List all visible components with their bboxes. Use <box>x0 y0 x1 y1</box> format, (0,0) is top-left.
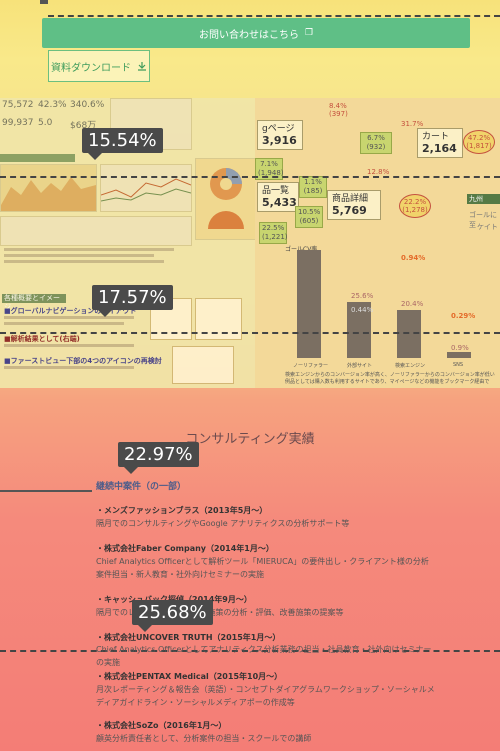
text-line <box>4 322 124 325</box>
scroll-depth-line <box>0 176 500 178</box>
text-line <box>4 248 174 251</box>
download-icon <box>138 62 146 71</box>
case-title: ・株式会社UNCOVER TRUTH（2015年1月～） <box>96 633 281 642</box>
section-title: コンサルティング実績 <box>185 432 315 447</box>
flow-percent: 31.7% <box>401 120 424 128</box>
section-label: 各種概要とイメージ <box>2 294 66 311</box>
bar-sns <box>447 352 471 358</box>
text-line <box>4 366 134 369</box>
scroll-depth-line <box>0 650 500 652</box>
case-title: ・株式会社SoZo（2016年1月～） <box>96 721 227 730</box>
bar-value-label: 0.9% <box>451 344 469 352</box>
right-panel-label: 九州 <box>467 194 500 204</box>
case-title: ・株式会社Faber Company（2014年1月～） <box>96 544 274 553</box>
bar-category: SNS <box>453 362 464 368</box>
bar-value-label: 0.94% <box>401 254 426 262</box>
area-chart-thumbnail <box>0 164 97 212</box>
flow-percent: 12.8% <box>367 168 390 176</box>
bar-category: 外部サイト <box>347 363 373 369</box>
case-title: ・株式会社PENTAX Medical（2015年10月～） <box>96 672 283 681</box>
line-chart-thumbnail <box>100 164 192 212</box>
bar-value-label: 0.44% <box>351 306 374 314</box>
funnel-node: gページ 3,916 <box>257 120 303 150</box>
kpi-value: 99,937 <box>2 118 34 128</box>
text-line <box>4 260 164 263</box>
text-line <box>4 316 134 319</box>
right-panel-label: ゴールに至 <box>469 211 497 229</box>
flow-subvalue: (397) <box>329 110 348 118</box>
bar-noreferrer <box>297 250 321 358</box>
bullet-item: ■グローバルナビゲーションのレイアウト <box>4 307 137 315</box>
text-line <box>4 344 134 347</box>
section-subtitle: 継続中案件（の一部） <box>96 482 187 492</box>
funnel-node: カート 2,164 <box>417 128 463 158</box>
funnel-node: 品一覧 5,433 <box>257 182 299 212</box>
screenshot-thumbnail <box>172 346 234 384</box>
scroll-depth-line <box>0 490 92 492</box>
case-desc: 顧英分析責任者として、分析案件の担当・スクールでの講師 <box>96 734 312 743</box>
kpi-value: $68万 <box>70 121 97 131</box>
funnel-flow-diagram: 8.4% (397) 31.7% gページ 3,916 6.7% (932) カート… <box>255 98 500 388</box>
contact-button-label: お問い合わせはこちら <box>198 29 299 41</box>
flow-percent: 8.4% <box>329 102 347 110</box>
flow-percent-box: 22.5% (1,221) <box>259 222 288 244</box>
flow-percent-box: 1.1% (185) <box>299 176 327 198</box>
download-button-label: 資料ダウンロード <box>51 62 131 74</box>
scroll-depth-line <box>0 332 500 334</box>
case-desc: Chief Analytics Officerとして解析ツール「MIERUCA」… <box>96 557 429 579</box>
external-window-icon: ❐ <box>304 28 314 38</box>
flow-percent-box: 10.5% (605) <box>295 206 323 228</box>
bullet-item: ■解析結果として(右端) <box>4 335 80 343</box>
pie-chart-thumbnail <box>195 158 255 240</box>
funnel-node: 商品詳細 5,769 <box>327 190 381 220</box>
right-panel-label: ケイト <box>477 223 498 231</box>
bar-category: 検索エンジン <box>395 363 426 369</box>
bar-value-label: 25.6% <box>351 292 374 300</box>
chart-caption: 検索エンジンからのコンバージョン率が高く、ノーリファラーからのコンバージョン率が… <box>285 372 495 385</box>
case-desc: 隔月でのレポーティングと改善施策の分析・評価、改善施策の提案等 <box>96 608 344 617</box>
scroll-marker-top <box>40 0 48 4</box>
metrics-table-thumbnail <box>0 216 192 246</box>
bar-external <box>347 302 371 358</box>
case-desc: 月次レポーティング＆報告会（英語）・コンセプトダイアグラムワークショップ・ソーシ… <box>96 685 435 707</box>
flow-percent-circle: 22.2% (1,278) <box>399 194 431 218</box>
flow-percent-circle: 47.2% (1,817) <box>463 130 495 154</box>
kpi-value: 340.6% <box>70 100 105 110</box>
case-title: ・メンズファッションブラス（2013年5月～） <box>96 506 268 515</box>
bar-value-label: 20.4% <box>401 300 424 308</box>
scroll-depth-badge: 17.57% <box>92 285 173 317</box>
chart-header: ゴールCV率 <box>285 244 317 253</box>
case-desc: 隔月でのコンサルティングやGoogle アナリティクスの分析サポート等 <box>96 519 350 528</box>
panel-header <box>0 154 75 162</box>
bar-search <box>397 310 421 358</box>
bar-value-label: 0.29% <box>451 312 476 320</box>
text-line <box>4 254 154 257</box>
scroll-depth-badge: 25.68% <box>132 600 213 632</box>
flow-percent-box: 7.1% (1,948) <box>255 158 284 180</box>
case-desc: Chief Analytics Officerとしてアナリティクス分析業務の担当… <box>96 645 432 667</box>
bar-category: ノーリファラー <box>293 363 329 369</box>
scroll-depth-line-top <box>48 15 500 17</box>
scroll-depth-badge: 15.54% <box>82 128 163 160</box>
bullet-item: ■ファーストビュー下部の4つのアイコンの再検討 <box>4 357 162 365</box>
case-title: ・キャッシュバック探偵（2014年9月～） <box>96 594 252 605</box>
kpi-value: 42.3% <box>38 100 67 110</box>
scroll-depth-badge: 22.97% <box>118 442 199 474</box>
contact-button[interactable]: お問い合わせはこちら ❐ <box>42 18 470 48</box>
flow-percent-box: 6.7% (932) <box>360 132 392 154</box>
kpi-value: 5.0 <box>38 118 53 128</box>
download-button[interactable]: 資料ダウンロード <box>48 50 150 82</box>
kpi-value: 75,572 <box>2 100 34 110</box>
